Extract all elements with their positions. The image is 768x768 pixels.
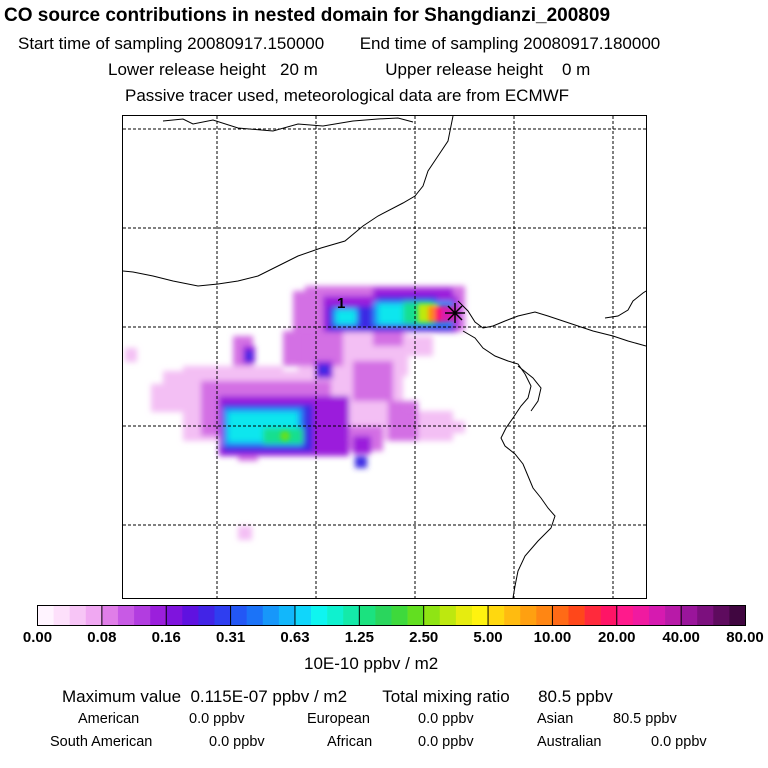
- colorbar-cell: [713, 605, 730, 626]
- colorbar-tick-label: 5.00: [473, 629, 503, 646]
- australian-value: 0.0 ppbv: [651, 734, 707, 750]
- american-label: American: [78, 711, 140, 727]
- colorbar-cell: [584, 605, 601, 626]
- colorbar-cell: [665, 605, 682, 626]
- colorbar-cell: [327, 605, 344, 626]
- european-value: 0.0 ppbv: [418, 711, 474, 727]
- colorbar-tick-label: 0.00: [22, 629, 53, 646]
- south-american-label: South American: [50, 734, 153, 750]
- colorbar-cell: [616, 605, 634, 626]
- colorbar-tick-label: 80.00: [726, 629, 764, 646]
- colorbar-cell: [407, 605, 424, 626]
- colorbar-cell: [471, 605, 489, 626]
- colorbar-cell: [166, 605, 183, 626]
- colorbar-tick-label: 0.08: [87, 629, 117, 646]
- end-time-label: End time of sampling 20080917.180000: [359, 34, 661, 53]
- colorbar-tick-label: 0.63: [280, 629, 310, 646]
- colorbar-cell: [600, 605, 618, 626]
- african-label: African: [327, 734, 373, 750]
- colorbar-cell: [85, 605, 103, 626]
- colorbar-cell: [182, 605, 199, 626]
- start-time-label: Start time of sampling 20080917.150000: [18, 34, 325, 53]
- colorbar-cell: [214, 605, 231, 626]
- star-marker-icon: [445, 303, 465, 323]
- south-american-value: 0.0 ppbv: [209, 734, 265, 750]
- colorbar-cell: [504, 605, 521, 626]
- australian-label: Australian: [537, 734, 602, 750]
- lower-release-label: Lower release height 20 m: [108, 60, 318, 79]
- european-label: European: [307, 711, 370, 727]
- lat-lon-grid: [123, 116, 646, 598]
- colorbar-cell: [488, 605, 505, 626]
- colorbar-cell: [536, 605, 553, 626]
- release-heights: Lower release height 20 m Upper release …: [108, 60, 590, 80]
- colorbar-cells: [37, 605, 746, 626]
- colorbar-cell: [230, 605, 247, 626]
- map-panel: 1: [122, 115, 647, 599]
- colorbar-cell: [262, 605, 280, 626]
- map-canvas: 1: [123, 116, 646, 598]
- asian-label: Asian: [537, 711, 574, 727]
- american-value: 0.0 ppbv: [189, 711, 245, 727]
- colorbar-units: 10E-10 ppbv / m2: [304, 654, 439, 673]
- colorbar-cell: [391, 605, 408, 626]
- colorbar-tick-label: 40.00: [662, 629, 700, 646]
- colorbar-cell: [134, 605, 151, 626]
- sampling-times: Start time of sampling 20080917.150000 E…: [18, 34, 660, 54]
- colorbar-cell: [552, 605, 569, 626]
- map-title: CO source contributions in nested domain…: [4, 5, 611, 26]
- colorbar-tick-label: 0.16: [151, 629, 181, 646]
- total-mixing-ratio: Total mixing ratio 80.5 ppbv: [382, 687, 613, 706]
- colorbar-cell: [455, 605, 473, 626]
- asian-value: 80.5 ppbv: [613, 711, 677, 727]
- colorbar-tick-label: 2.50: [409, 629, 439, 646]
- colorbar-tick-label: 10.00: [533, 629, 572, 646]
- colorbar-cell: [117, 605, 135, 626]
- colorbar-cell: [150, 605, 167, 626]
- colorbar-cell: [729, 605, 746, 626]
- colorbar-cell: [37, 605, 54, 626]
- tracer-note: Passive tracer used, meteorological data…: [125, 86, 570, 105]
- colorbar-cell: [198, 605, 215, 626]
- colorbar-cell: [294, 605, 312, 626]
- plume-hotspot: [280, 304, 457, 441]
- coastline-borders: [123, 116, 646, 598]
- summary-line: Maximum value 0.115E-07 ppbv / m2 Total …: [62, 687, 613, 707]
- colorbar-cell: [648, 605, 666, 626]
- colorbar-dividers: [101, 605, 682, 626]
- colorbar-cell: [311, 605, 328, 626]
- colorbar-cell: [520, 605, 537, 626]
- colorbar: [37, 605, 746, 626]
- colorbar-cell: [278, 605, 296, 626]
- colorbar-cell: [632, 605, 650, 626]
- colorbar-cell: [697, 605, 714, 626]
- colorbar-cell: [568, 605, 585, 626]
- upper-release-label: Upper release height 0 m: [385, 60, 591, 79]
- african-value: 0.0 ppbv: [418, 734, 474, 750]
- colorbar-cell: [246, 605, 264, 626]
- colorbar-cell: [101, 605, 119, 626]
- colorbar-cell: [375, 605, 392, 626]
- plume-low-layer: [125, 286, 465, 540]
- colorbar-tick-label: 0.31: [215, 629, 246, 646]
- colorbar-tick-label: 1.25: [344, 629, 374, 646]
- release-marker-label: 1: [337, 295, 345, 312]
- colorbar-cell: [681, 605, 698, 626]
- colorbar-cell: [423, 605, 441, 626]
- colorbar-cell: [359, 605, 376, 626]
- colorbar-tick-label: 20.00: [597, 629, 636, 646]
- colorbar-cell: [69, 605, 87, 626]
- colorbar-cell: [439, 605, 457, 626]
- colorbar-cell: [343, 605, 360, 626]
- colorbar-cell: [53, 605, 70, 626]
- maximum-value: Maximum value 0.115E-07 ppbv / m2: [62, 687, 348, 706]
